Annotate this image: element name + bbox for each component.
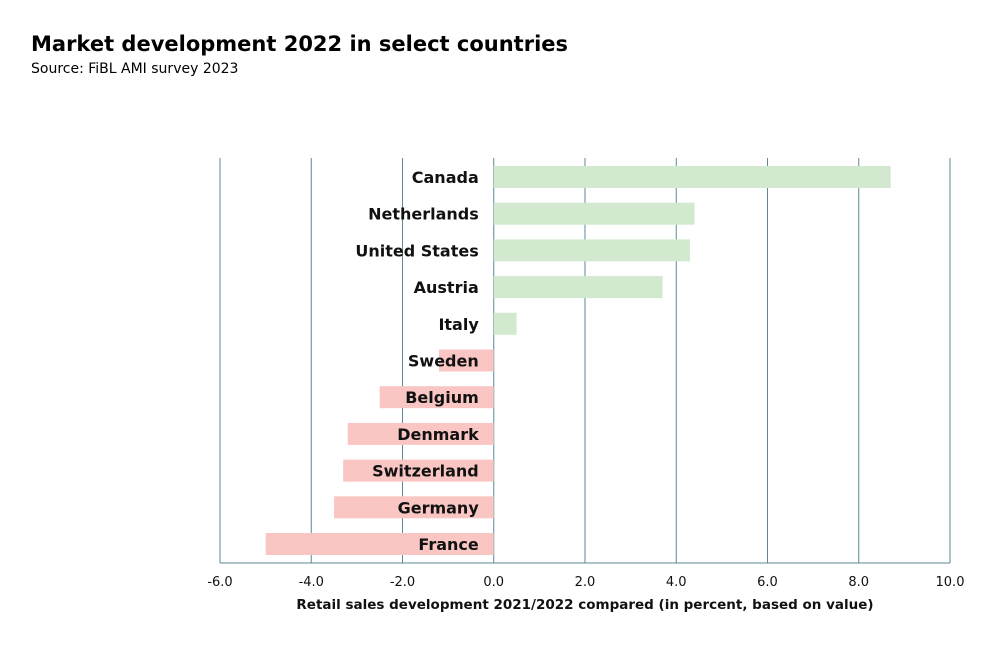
category-label: Switzerland — [372, 462, 479, 481]
category-label: Sweden — [408, 352, 479, 371]
x-axis-title: Retail sales development 2021/2022 compa… — [296, 597, 873, 613]
category-label: Austria — [414, 278, 479, 297]
bar-netherlands — [493, 202, 695, 225]
x-tick-label: 10.0 — [936, 575, 965, 590]
category-labels: Canada Netherlands United States Austria Ita… — [355, 168, 479, 554]
bar-belgium — [379, 386, 494, 409]
bar-united-states — [493, 239, 690, 262]
bar-denmark — [347, 422, 494, 445]
category-label: United States — [355, 241, 478, 260]
category-label: France — [418, 535, 478, 554]
category-label: Italy — [438, 315, 479, 334]
x-tick-label: 0.0 — [483, 575, 504, 590]
category-label: Germany — [398, 498, 480, 517]
x-tick-label: -4.0 — [299, 575, 324, 590]
category-label: Denmark — [397, 425, 479, 444]
bar-germany — [334, 496, 494, 519]
bar-france — [265, 533, 494, 555]
x-tick-label: 8.0 — [848, 575, 869, 590]
x-tick-label: 6.0 — [757, 575, 778, 590]
gridlines — [219, 158, 951, 564]
chart-title: Market development 2022 in select countr… — [31, 32, 569, 56]
x-tick-label: -6.0 — [207, 575, 232, 590]
bar-switzerland — [343, 459, 494, 482]
bar-austria — [493, 276, 663, 299]
x-tick-label: 4.0 — [666, 575, 687, 590]
category-label: Belgium — [405, 388, 479, 407]
bar-canada — [493, 166, 891, 188]
x-tick-label: 2.0 — [575, 575, 596, 590]
chart-subtitle: Source: FiBL AMI survey 2023 — [31, 61, 239, 77]
bars — [265, 166, 891, 555]
x-tick-labels: -6.0 -4.0 -2.0 0.0 2.0 4.0 6.0 8.0 10.0 — [207, 575, 964, 590]
bar-sweden — [439, 349, 494, 372]
category-label: Canada — [412, 168, 479, 187]
bar-italy — [493, 312, 517, 335]
category-label: Netherlands — [368, 205, 479, 224]
x-tick-label: -2.0 — [390, 575, 415, 590]
